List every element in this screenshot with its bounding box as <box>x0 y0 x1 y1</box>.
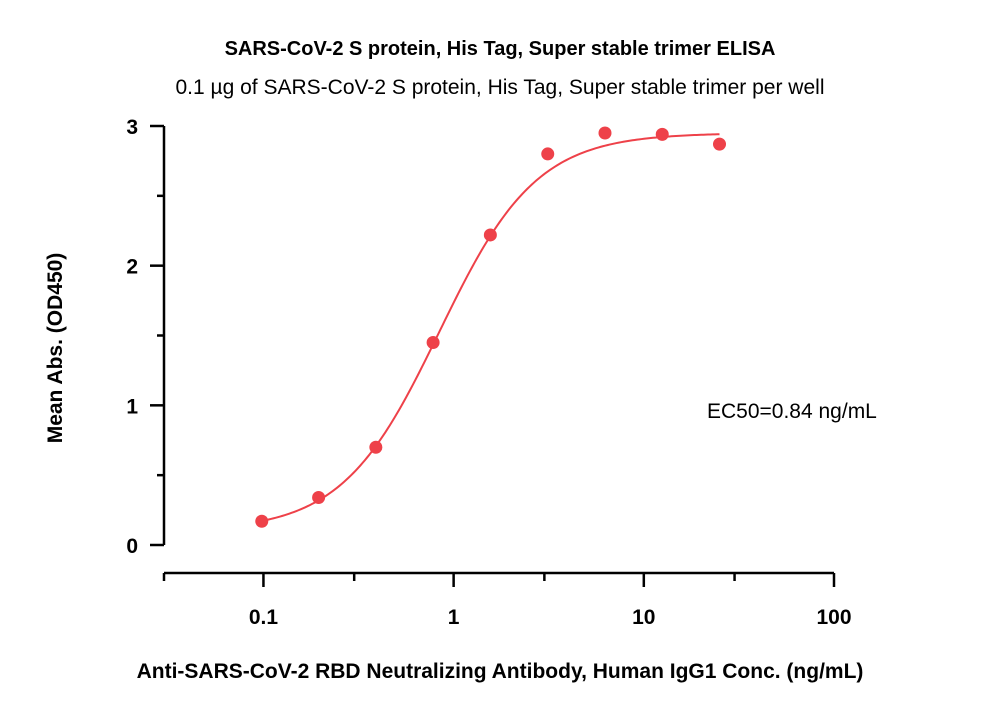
y-tick-label: 2 <box>126 256 138 279</box>
data-point <box>712 137 726 151</box>
y-tick-label: 1 <box>126 395 138 418</box>
data-point <box>655 127 669 141</box>
data-point <box>426 335 440 349</box>
y-tick-label: 0 <box>126 535 138 558</box>
fit-curve <box>261 133 720 522</box>
x-tick-label: 10 <box>632 606 655 629</box>
chart-title: SARS-CoV-2 S protein, His Tag, Super sta… <box>224 38 776 60</box>
x-tick-label: 0.1 <box>249 606 279 629</box>
y-tick-label: 3 <box>126 116 138 139</box>
data-points <box>255 126 726 528</box>
data-point <box>255 514 269 528</box>
data-point <box>483 228 497 242</box>
ec50-annotation: EC50=0.84 ng/mL <box>707 400 877 423</box>
data-point <box>541 147 555 161</box>
data-point <box>369 440 383 454</box>
chart-subtitle: 0.1 µg of SARS-CoV-2 S protein, His Tag,… <box>175 76 825 99</box>
data-point <box>598 126 612 140</box>
x-tick-label: 1 <box>448 606 460 629</box>
data-point <box>312 491 326 505</box>
x-axis-label: Anti-SARS-CoV-2 RBD Neutralizing Antibod… <box>137 660 864 683</box>
axes: 0 1 2 3 0.1 1 10 100 <box>126 116 851 629</box>
x-tick-label: 100 <box>816 606 851 629</box>
y-axis-label: Mean Abs. (OD450) <box>44 253 67 444</box>
